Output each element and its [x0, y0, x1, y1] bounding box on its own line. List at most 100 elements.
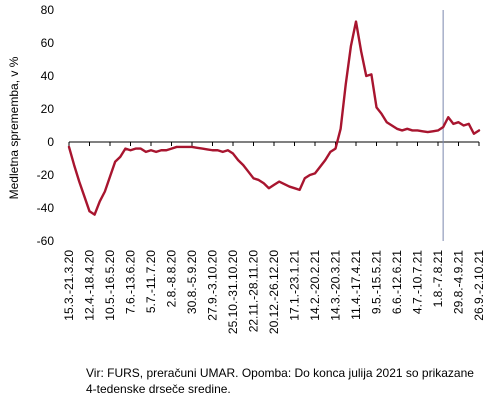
data-point [339, 128, 341, 130]
data-point [268, 187, 270, 189]
data-point [288, 185, 290, 187]
data-point [355, 20, 357, 22]
data-point [232, 152, 234, 154]
x-tick-label: 17.1.-23.1.21 [288, 250, 302, 321]
x-tick-label: 25.10.-31.10.20 [226, 250, 240, 334]
data-point [134, 147, 136, 149]
x-tick-label: 5.7.-11.7.20 [144, 250, 158, 313]
data-point [263, 182, 265, 184]
data-point [160, 149, 162, 151]
y-axis: -60 -40 -20 0 20 40 60 80 [37, 3, 55, 248]
x-tick-label: 6.6.-12.6.21 [390, 250, 404, 314]
data-point [278, 180, 280, 182]
y-axis-title: Medletna sprememba, v % [7, 56, 21, 199]
data-point [216, 149, 218, 151]
data-point [411, 129, 413, 131]
data-point [242, 164, 244, 166]
data-point [129, 149, 131, 151]
data-point [252, 177, 254, 179]
data-point [73, 164, 75, 166]
x-tick-label: 29.8.-4.9.21 [452, 250, 466, 314]
data-point [247, 171, 249, 173]
y-tick-label: -40 [37, 201, 55, 215]
data-point [329, 151, 331, 153]
data-point [150, 149, 152, 151]
data-point [99, 200, 101, 202]
data-point [273, 184, 275, 186]
data-point [478, 129, 480, 131]
y-tick-label: 40 [41, 69, 55, 83]
y-tick-label: 0 [47, 135, 54, 149]
y-tick-label: -60 [37, 234, 55, 248]
data-point [457, 121, 459, 123]
data-point [88, 210, 90, 212]
data-point [104, 190, 106, 192]
data-point [427, 131, 429, 133]
x-tick-label: 30.8.-5.9.20 [185, 250, 199, 314]
data-point [324, 159, 326, 161]
data-points [68, 20, 480, 215]
data-point [334, 147, 336, 149]
data-point [283, 183, 285, 185]
data-point [186, 146, 188, 148]
data-point [406, 128, 408, 130]
data-point [124, 147, 126, 149]
x-tick-label: 7.6.-13.6.20 [124, 250, 138, 314]
x-tick-label: 14.2.-20.2.21 [308, 250, 322, 321]
data-point [83, 195, 85, 197]
x-tick-label: 1.8.-7.8.21 [431, 250, 445, 308]
x-axis: 15.3.-21.3.20 12.4.-18.4.20 10.5.-16.5.20 7… [62, 142, 486, 334]
x-tick-label: 15.3.-21.3.20 [62, 250, 76, 321]
data-point [416, 129, 418, 131]
data-point [432, 130, 434, 132]
data-point [452, 123, 454, 125]
x-tick-label: 4.7.-10.7.21 [411, 250, 425, 314]
data-point [370, 73, 372, 75]
data-point [155, 151, 157, 153]
data-point [360, 50, 362, 52]
data-point [78, 180, 80, 182]
data-point [309, 174, 311, 176]
data-point [119, 156, 121, 158]
x-tick-label: 26.9.-2.10.21 [472, 250, 486, 321]
line-chart: Medletna sprememba, v % -60 -40 -20 0 20 40 60… [7, 3, 486, 334]
data-point [211, 149, 213, 151]
data-point [380, 113, 382, 115]
x-tick-label: 2.8.-8.8.20 [165, 250, 179, 308]
data-point [170, 147, 172, 149]
data-point [114, 161, 116, 163]
data-point [421, 130, 423, 132]
data-point [401, 129, 403, 131]
y-tick-label: 60 [41, 36, 55, 50]
data-point [109, 175, 111, 177]
data-point [201, 147, 203, 149]
x-tick-label: 22.11.-28.11.20 [247, 250, 261, 333]
x-tick-label: 27.9.-3.10.20 [206, 250, 220, 321]
data-point [293, 187, 295, 189]
x-tick-label: 10.5.-16.5.20 [103, 250, 117, 321]
x-tick-label: 11.4.-17.4.21 [349, 250, 363, 320]
data-point [473, 133, 475, 135]
data-point [319, 166, 321, 168]
data-point [227, 149, 229, 151]
data-point [175, 146, 177, 148]
data-point [462, 124, 464, 126]
data-point [391, 124, 393, 126]
data-point [237, 159, 239, 161]
data-point [304, 177, 306, 179]
data-point [396, 128, 398, 130]
series-line [67, 20, 481, 216]
data-point [437, 129, 439, 131]
y-tick-label: 20 [41, 102, 55, 116]
data-point [314, 172, 316, 174]
data-point [375, 106, 377, 108]
x-tick-label: 9.5.-15.5.21 [370, 250, 384, 314]
x-tick-label: 20.12.-26.12.20 [267, 250, 281, 334]
data-point [191, 146, 193, 148]
y-tick-label: 80 [41, 3, 55, 17]
data-point [93, 213, 95, 215]
data-point [68, 146, 70, 148]
data-point [468, 123, 470, 125]
source-note: Vir: FURS, preračuni UMAR. Opomba: Do ko… [86, 366, 474, 396]
data-point [165, 149, 167, 151]
